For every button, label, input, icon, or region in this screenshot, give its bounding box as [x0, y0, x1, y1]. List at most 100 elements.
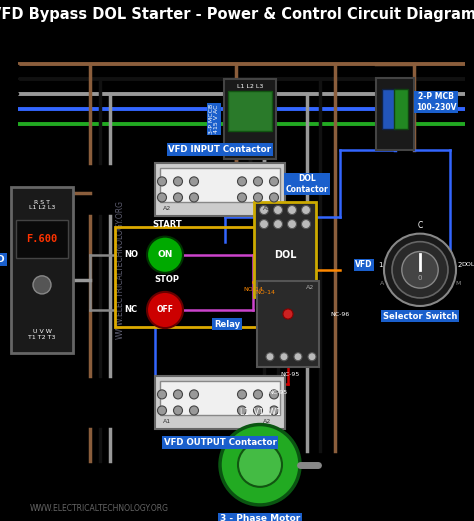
Circle shape [270, 177, 279, 186]
FancyBboxPatch shape [257, 281, 319, 367]
Circle shape [259, 219, 268, 229]
Circle shape [392, 242, 448, 298]
Circle shape [220, 425, 300, 505]
Circle shape [270, 406, 279, 415]
FancyBboxPatch shape [155, 163, 285, 216]
Text: 3-P MCCB
415 V AC: 3-P MCCB 415 V AC [209, 104, 219, 134]
Text: N: N [8, 105, 16, 114]
Text: E: E [8, 120, 14, 129]
Text: WWW.ELECTRICALTECHNOLOGY.ORG: WWW.ELECTRICALTECHNOLOGY.ORG [116, 200, 125, 339]
Circle shape [232, 147, 240, 155]
Circle shape [157, 193, 166, 202]
Circle shape [157, 406, 166, 415]
Text: 2-P MCB
100-230V: 2-P MCB 100-230V [416, 92, 456, 111]
Circle shape [173, 406, 182, 415]
FancyBboxPatch shape [160, 168, 280, 203]
Circle shape [402, 252, 438, 288]
FancyBboxPatch shape [228, 91, 272, 131]
Text: Selector Switch: Selector Switch [383, 312, 457, 320]
Circle shape [237, 406, 246, 415]
FancyBboxPatch shape [376, 78, 414, 150]
Circle shape [283, 309, 293, 319]
Text: L3: L3 [8, 90, 20, 98]
Circle shape [246, 147, 254, 155]
Text: L1 L2 L3: L1 L2 L3 [237, 84, 263, 90]
Text: 3 - Phase Motor: 3 - Phase Motor [220, 515, 300, 521]
Circle shape [270, 193, 279, 202]
Circle shape [288, 205, 297, 215]
Text: STOP: STOP [155, 276, 180, 284]
Circle shape [190, 193, 199, 202]
Text: NO: NO [124, 250, 138, 259]
Circle shape [173, 390, 182, 399]
Text: NC-95: NC-95 [268, 390, 288, 395]
Circle shape [259, 205, 268, 215]
Text: VFD INPUT Contactor: VFD INPUT Contactor [168, 145, 272, 154]
Text: R S T
L1 L2 L3: R S T L1 L2 L3 [29, 200, 55, 210]
Text: A2: A2 [306, 286, 314, 290]
Circle shape [190, 177, 199, 186]
Text: DOL
Contactor: DOL Contactor [286, 174, 328, 194]
Circle shape [288, 219, 297, 229]
Circle shape [260, 147, 268, 155]
Circle shape [301, 205, 310, 215]
Circle shape [273, 219, 283, 229]
Text: DOL: DOL [274, 250, 296, 260]
Text: DOL: DOL [461, 262, 474, 267]
FancyBboxPatch shape [155, 376, 285, 429]
FancyBboxPatch shape [382, 89, 396, 129]
Text: 0: 0 [418, 275, 422, 281]
Text: C: C [418, 221, 423, 230]
Circle shape [190, 406, 199, 415]
FancyBboxPatch shape [394, 89, 408, 129]
Text: A1: A1 [263, 206, 271, 211]
Text: NC-96: NC-96 [330, 312, 349, 317]
Circle shape [280, 353, 288, 361]
Circle shape [273, 205, 283, 215]
Circle shape [190, 390, 199, 399]
Circle shape [157, 177, 166, 186]
Text: 2: 2 [458, 262, 462, 268]
Text: NC: NC [125, 305, 137, 315]
Text: VFD Bypass DOL Starter - Power & Control Circuit Diagrams: VFD Bypass DOL Starter - Power & Control… [0, 7, 474, 22]
Circle shape [173, 193, 182, 202]
Circle shape [237, 193, 246, 202]
Circle shape [254, 177, 263, 186]
Circle shape [266, 353, 274, 361]
Text: 1: 1 [378, 262, 382, 268]
Circle shape [237, 177, 246, 186]
Text: A1: A1 [163, 419, 171, 424]
FancyBboxPatch shape [224, 79, 276, 159]
Circle shape [238, 443, 282, 487]
Text: START: START [152, 220, 182, 229]
FancyBboxPatch shape [254, 202, 316, 297]
Text: A: A [380, 281, 384, 287]
Text: Relay: Relay [214, 319, 240, 329]
Text: F.600: F.600 [27, 233, 58, 244]
Text: A2: A2 [263, 419, 271, 424]
Circle shape [33, 276, 51, 294]
FancyBboxPatch shape [16, 219, 68, 258]
Text: M: M [456, 281, 461, 287]
Circle shape [157, 390, 166, 399]
Circle shape [384, 233, 456, 306]
Circle shape [270, 390, 279, 399]
Text: NO-14: NO-14 [243, 288, 263, 292]
Text: VFD: VFD [355, 260, 373, 269]
FancyBboxPatch shape [11, 187, 73, 353]
Text: NO-14: NO-14 [255, 290, 275, 295]
Circle shape [237, 390, 246, 399]
Text: NC-95: NC-95 [280, 373, 299, 377]
Circle shape [294, 353, 302, 361]
Circle shape [254, 390, 263, 399]
Circle shape [254, 193, 263, 202]
Text: OFF: OFF [156, 305, 173, 315]
Circle shape [147, 237, 183, 273]
Text: L1: L1 [8, 59, 20, 68]
Text: VFD OUTPUT Contactor: VFD OUTPUT Contactor [164, 438, 276, 447]
Text: WWW.ELECTRICALTECHNOLOGY.ORG: WWW.ELECTRICALTECHNOLOGY.ORG [30, 504, 169, 513]
Circle shape [173, 177, 182, 186]
Text: VFD: VFD [0, 255, 5, 264]
Text: U V W
T1 T2 T3: U V W T1 T2 T3 [28, 329, 56, 340]
Circle shape [147, 292, 183, 328]
